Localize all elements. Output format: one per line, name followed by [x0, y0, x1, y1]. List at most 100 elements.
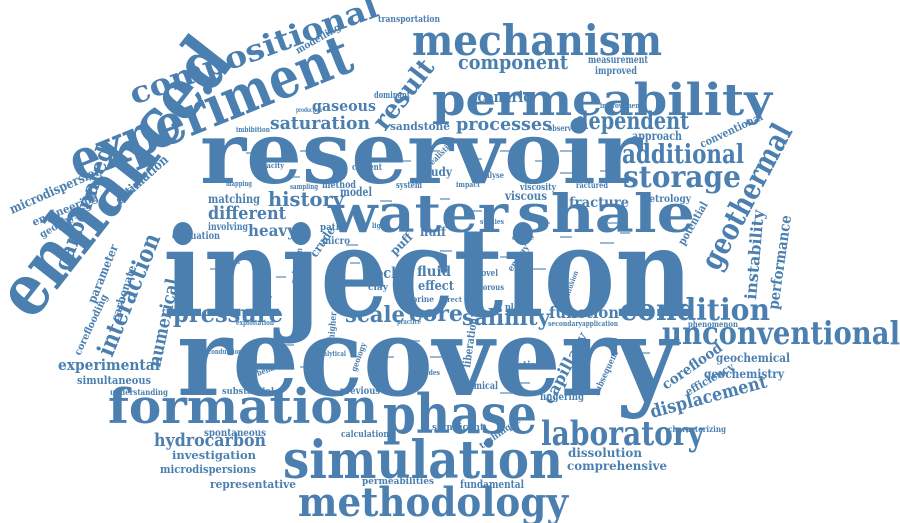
- word-microdispersions: microdispersions: [160, 463, 256, 476]
- word-injection: injection: [163, 201, 693, 346]
- word-evaluation: evaluation: [172, 231, 221, 242]
- word-spontaneous: spontaneous: [204, 428, 266, 439]
- word-production: production: [296, 107, 322, 114]
- word-additional: additional: [622, 140, 744, 170]
- word-function: function: [549, 303, 619, 322]
- word-reservoir: reservoir: [200, 103, 644, 204]
- word-fracture: fracture: [569, 195, 629, 211]
- word-place: place: [505, 303, 529, 313]
- word-investigation: investigation: [172, 449, 256, 462]
- word-scale: scale: [345, 302, 405, 328]
- tiny-word: [346, 244, 358, 246]
- tiny-word: [500, 150, 514, 152]
- tiny-word: [620, 232, 630, 234]
- tiny-word: [246, 152, 258, 154]
- word-gaseous: gaseous: [312, 97, 376, 115]
- tiny-word: [260, 296, 272, 298]
- word-simultaneous: simultaneous: [77, 374, 151, 387]
- word-improvement: improvement: [600, 101, 643, 110]
- tiny-word: [230, 262, 240, 264]
- word-pressure: pressure: [173, 299, 283, 328]
- word-different: different: [208, 203, 287, 224]
- word-methodology: methodology: [298, 479, 570, 523]
- word-fingering: fingering: [540, 392, 584, 403]
- word-effect: effect: [418, 279, 454, 294]
- word-geochemical: geochemical: [716, 351, 790, 365]
- word-matching: matching: [208, 192, 260, 206]
- word-dependent: dependent: [575, 106, 689, 135]
- word-involving: involving: [208, 222, 248, 233]
- word-substantial: substantial: [222, 387, 275, 397]
- word-approach: approach: [632, 129, 682, 143]
- word-clay: clay: [368, 283, 389, 293]
- tiny-word: [430, 150, 440, 152]
- word-observed: observed: [548, 123, 580, 133]
- word-geochemistry: geochemistry: [704, 367, 785, 381]
- tiny-word: [535, 160, 545, 162]
- word-laboratory: laboratory: [541, 414, 705, 454]
- word-experimental: experimental: [58, 356, 160, 374]
- word-fluid: fluid: [417, 264, 451, 280]
- word-shale: shale: [517, 184, 695, 245]
- tiny-word-filler: [210, 150, 650, 394]
- word-ractured: ractured: [576, 180, 608, 190]
- word-capacity: capacity: [254, 161, 285, 170]
- word-understanding: understanding: [110, 387, 168, 397]
- word-content: content: [352, 163, 383, 173]
- tiny-word: [560, 282, 570, 284]
- word-storage: storage: [623, 160, 741, 195]
- word-previous: previous: [340, 386, 380, 397]
- word-simulation: simulation: [283, 430, 563, 491]
- word-characterizing: characterizing: [668, 424, 726, 434]
- word-unconventional: unconventional: [662, 314, 900, 352]
- word-micro: micro: [322, 236, 350, 247]
- tiny-word: [608, 222, 618, 224]
- word-sandstone: sandstone: [390, 120, 450, 133]
- word-viscosity: viscosity: [519, 183, 556, 193]
- tiny-word: [380, 200, 392, 202]
- word-history: history: [268, 187, 345, 211]
- tiny-word: [360, 150, 372, 152]
- word-practice: practice: [397, 317, 421, 326]
- word-component: component: [458, 50, 569, 74]
- word-cycle: cycle: [416, 178, 434, 185]
- tiny-word: [300, 150, 314, 152]
- word-novel: novel: [476, 269, 498, 279]
- word-viscous: viscous: [504, 189, 547, 203]
- tiny-word: [590, 292, 602, 294]
- word-model: model: [340, 185, 372, 199]
- tiny-word: [520, 382, 530, 384]
- tiny-word: [395, 160, 411, 162]
- word-scenario: scenario: [470, 88, 532, 106]
- tiny-word: [560, 172, 572, 174]
- tiny-word: [300, 366, 310, 368]
- word-mechanism: mechanism: [412, 16, 662, 65]
- word-studies: studies: [480, 217, 504, 226]
- tiny-word: [380, 356, 394, 358]
- word-measurement: measurement: [588, 55, 648, 66]
- word-chemical: chemical: [458, 381, 498, 392]
- tiny-word: [600, 242, 614, 244]
- word-formation: formation: [108, 379, 378, 435]
- word-permeability: permeability: [432, 75, 774, 126]
- word-higher: higher: [327, 311, 339, 340]
- tiny-word: [440, 250, 452, 252]
- word-system: system: [396, 181, 422, 191]
- word-water: water: [327, 184, 509, 245]
- word-dissolution: dissolution: [568, 446, 642, 460]
- word-fundamental: fundamental: [460, 478, 524, 491]
- tiny-word: [600, 276, 610, 278]
- word-estimate: estimate: [512, 359, 556, 372]
- word-analytical: analytical: [316, 349, 346, 358]
- word-permeabilities: permeabilities: [362, 477, 434, 487]
- word-path: path: [320, 223, 342, 233]
- word-significant: significant: [432, 423, 485, 433]
- tiny-word: [470, 158, 482, 160]
- tiny-word: [282, 344, 294, 346]
- tiny-word: [350, 262, 360, 264]
- word-dominant: dominant: [374, 91, 411, 101]
- tiny-word: [560, 150, 572, 152]
- tiny-word: [330, 160, 340, 162]
